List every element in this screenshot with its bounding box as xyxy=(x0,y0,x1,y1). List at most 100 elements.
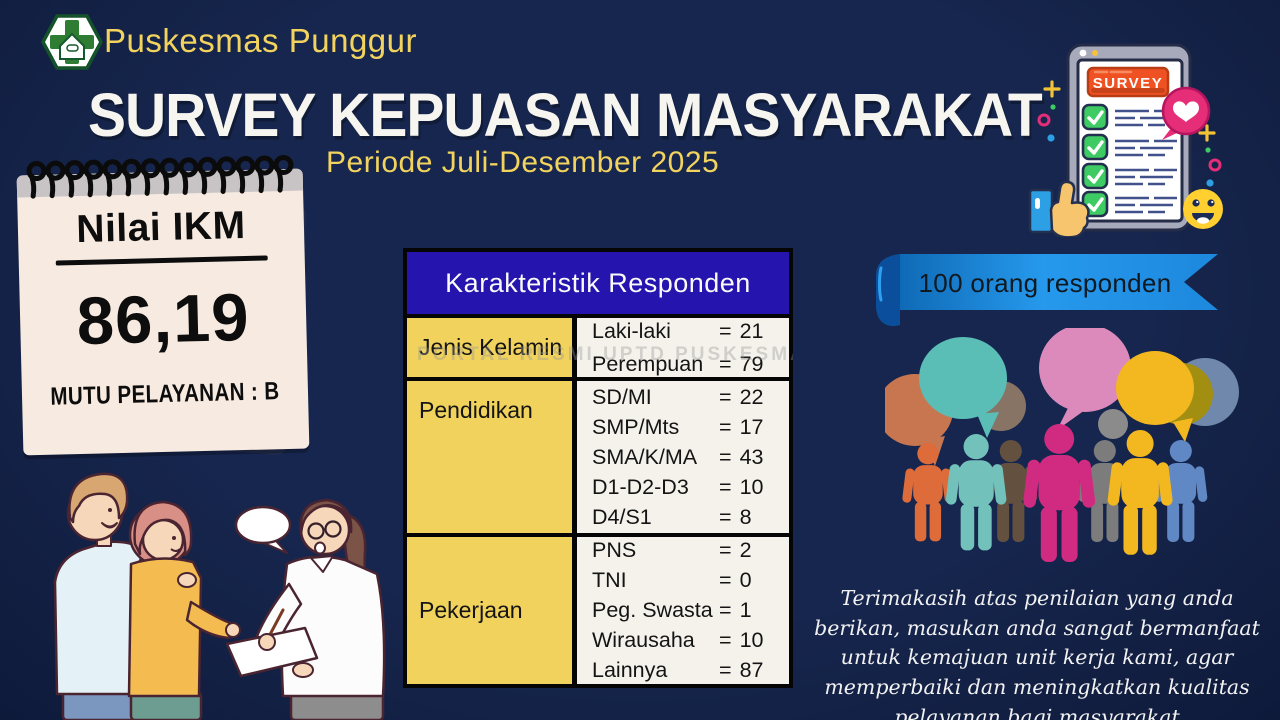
item-label: Wirausaha xyxy=(592,628,695,652)
item-value: = 10 xyxy=(719,627,789,654)
category-pekerjaan: Pekerjaan xyxy=(407,537,572,684)
speech-bubble-icon xyxy=(234,505,292,554)
item-number: 8 xyxy=(739,504,752,529)
table-item: Perempuan = 79 xyxy=(592,351,789,378)
item-value: = 0 xyxy=(719,567,789,594)
item-value: = 17 xyxy=(719,414,789,441)
item-number: 10 xyxy=(739,628,764,652)
equals-sign: = xyxy=(719,351,732,376)
clinic-name: Puskesmas Punggur xyxy=(104,22,417,59)
table-item: SMP/Mts = 17 xyxy=(592,414,789,441)
equals-sign: = xyxy=(719,538,732,562)
equals-sign: = xyxy=(719,444,732,469)
ribbon-shape xyxy=(876,254,1218,327)
category-label: Jenis Kelamin xyxy=(419,334,563,360)
item-value: = 79 xyxy=(719,351,789,378)
heart-bubble-icon xyxy=(1161,86,1211,140)
item-label: D1-D2-D3 xyxy=(592,474,689,499)
values-pendidikan: SD/MI = 22 SMP/Mts = 17 SMA/K/MA = 43 D1-D2… xyxy=(577,381,789,533)
item-value: = 2 xyxy=(719,537,789,564)
equals-sign: = xyxy=(719,658,732,682)
people-silhouettes xyxy=(901,424,1208,562)
table-item: PNS = 2 xyxy=(592,537,789,564)
item-value: = 8 xyxy=(719,504,789,531)
item-number: 21 xyxy=(739,318,764,343)
item-label: SMP/Mts xyxy=(592,414,680,439)
decoration-sparkles-left xyxy=(1037,80,1061,142)
notepad-paper: Nilai IKM 86,19 MUTU PELAYANAN : B xyxy=(16,169,310,456)
table-body: Jenis Kelamin Laki-laki = 21 Perempuan = 7… xyxy=(407,318,789,684)
item-value: = 22 xyxy=(719,384,789,411)
item-number: 87 xyxy=(739,658,764,682)
respondent-count-ribbon: 100 orang responden xyxy=(870,248,1220,334)
item-label: SD/MI xyxy=(592,384,652,409)
spiral-binding-icon xyxy=(24,149,301,206)
equals-sign: = xyxy=(719,474,732,499)
decoration-sparkles-right xyxy=(1198,124,1222,187)
ikm-title: Nilai IKM xyxy=(75,203,247,252)
table-item: Lainnya = 87 xyxy=(592,657,789,684)
item-number: 0 xyxy=(739,568,752,592)
item-value: = 10 xyxy=(719,474,789,501)
item-label: Peg. Swasta xyxy=(592,598,713,622)
equals-sign: = xyxy=(719,504,732,529)
table-title: Karakteristik Responden xyxy=(407,252,789,314)
item-value: = 21 xyxy=(719,318,789,345)
values-jenis-kelamin: Laki-laki = 21 Perempuan = 79 xyxy=(577,318,789,377)
table-item: TNI = 0 xyxy=(592,567,789,594)
survey-banner: SURVEY xyxy=(1086,66,1170,98)
category-label: Pekerjaan xyxy=(419,597,523,623)
item-number: 2 xyxy=(739,538,752,562)
values-pekerjaan: PNS = 2 TNI = 0 Peg. Swasta = 1 Wirausaha =… xyxy=(577,537,789,684)
category-label: Pendidikan xyxy=(419,397,533,423)
thanks-note: Terimakasih atas penilaian yang anda ber… xyxy=(814,586,1260,720)
table-item: D1-D2-D3 = 10 xyxy=(592,474,789,501)
equals-sign: = xyxy=(719,598,732,622)
thumbs-up-icon xyxy=(1028,180,1090,237)
item-value: = 43 xyxy=(719,444,789,471)
equals-sign: = xyxy=(719,568,732,592)
table-item: Laki-laki = 21 xyxy=(592,318,789,345)
surveyor-figure xyxy=(225,498,386,720)
ikm-score-value: 86,19 xyxy=(75,279,251,360)
item-number: 1 xyxy=(739,598,752,622)
respondents-table: Karakteristik Responden Jenis Kelamin La… xyxy=(403,248,793,688)
item-number: 17 xyxy=(739,414,764,439)
woman-figure xyxy=(127,500,241,720)
survey-tablet-illustration: SURVEY xyxy=(1028,43,1223,237)
item-number: 10 xyxy=(739,474,764,499)
item-label: PNS xyxy=(592,538,637,562)
item-value: = 87 xyxy=(719,657,789,684)
table-item: D4/S1 = 8 xyxy=(592,504,789,531)
item-label: Lainnya xyxy=(592,658,668,682)
category-pendidikan: Pendidikan xyxy=(407,381,572,533)
speech-bubbles xyxy=(885,328,1239,466)
interview-illustration xyxy=(53,472,386,720)
ikm-content: Nilai IKM 86,19 MUTU PELAYANAN : B xyxy=(17,203,308,413)
poster-subtitle: Periode Juli-Desember 2025 xyxy=(326,146,720,179)
respondent-count-label: 100 orang responden xyxy=(918,267,1172,298)
item-number: 43 xyxy=(739,444,764,469)
item-label: TNI xyxy=(592,568,627,592)
poster-title: SURVEY KEPUASAN MASYARAKAT xyxy=(88,81,1043,151)
equals-sign: = xyxy=(719,628,732,652)
item-number: 79 xyxy=(739,351,764,376)
puskesmas-logo-icon xyxy=(41,14,103,70)
item-number: 22 xyxy=(739,384,764,409)
ikm-underline xyxy=(55,255,268,266)
table-item: Peg. Swasta = 1 xyxy=(592,597,789,624)
category-jenis-kelamin: Jenis Kelamin xyxy=(407,318,572,377)
smiley-icon xyxy=(1183,189,1223,229)
item-label: Laki-laki xyxy=(592,318,671,343)
equals-sign: = xyxy=(719,318,732,343)
equals-sign: = xyxy=(719,384,732,409)
item-label: Perempuan xyxy=(592,351,704,376)
table-item: Wirausaha = 10 xyxy=(592,627,789,654)
survey-banner-label: SURVEY xyxy=(1093,75,1163,92)
crowd-illustration xyxy=(885,328,1239,562)
ikm-service-quality: MUTU PELAYANAN : B xyxy=(50,377,280,411)
ikm-score-card: Nilai IKM 86,19 MUTU PELAYANAN : B xyxy=(14,148,314,460)
equals-sign: = xyxy=(719,414,732,439)
table-item: SMA/K/MA = 43 xyxy=(592,444,789,471)
